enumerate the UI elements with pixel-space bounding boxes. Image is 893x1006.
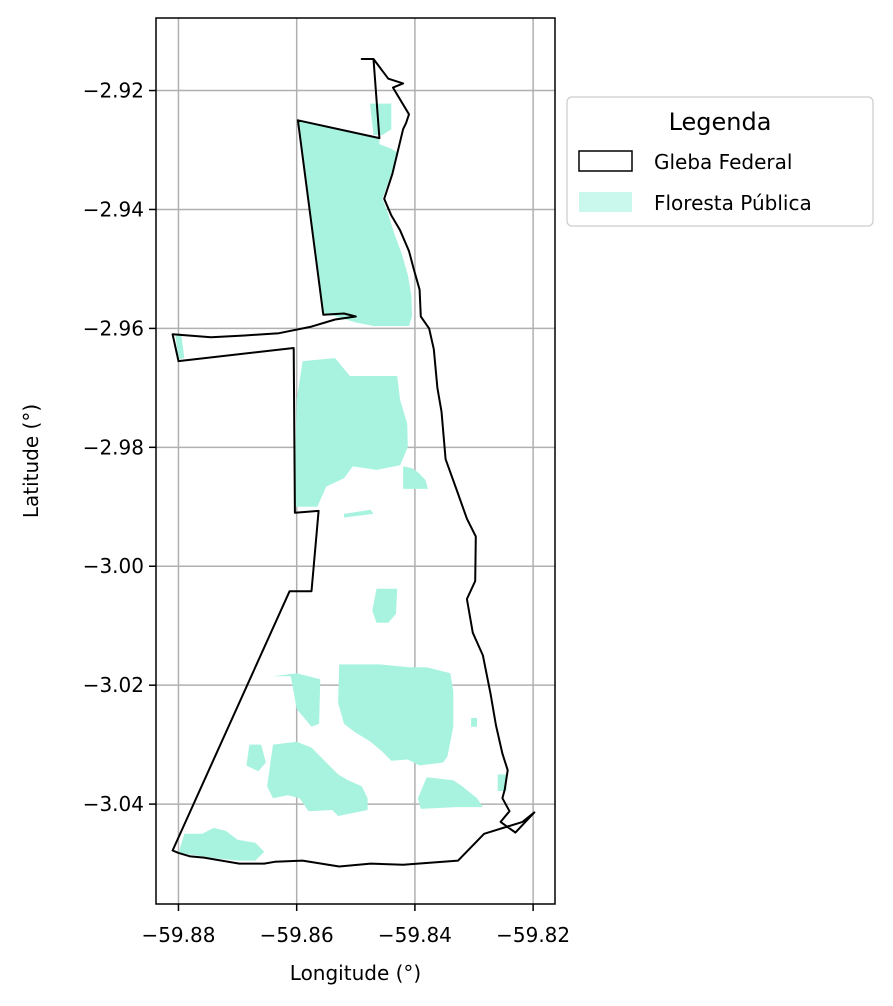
x-tick-label: −59.82 bbox=[496, 923, 570, 947]
y-tick-label: −3.02 bbox=[83, 673, 144, 697]
legend-label-floresta-publica: Floresta Pública bbox=[654, 191, 812, 215]
floresta-publica-patch bbox=[338, 664, 454, 766]
legend-label-gleba-federal: Gleba Federal bbox=[654, 150, 792, 174]
x-axis-label: Longitude (°) bbox=[290, 961, 421, 985]
gleba-federal-layer bbox=[171, 58, 536, 868]
floresta-publica-layer bbox=[175, 103, 507, 861]
legend-swatch-gleba-federal bbox=[578, 150, 633, 172]
y-tick-label: −3.04 bbox=[83, 792, 144, 816]
y-axis-label: Latitude (°) bbox=[19, 404, 43, 518]
gleba-federal-boundary bbox=[171, 58, 536, 868]
floresta-publica-patch bbox=[403, 466, 428, 489]
y-tick-label: −2.98 bbox=[83, 435, 144, 459]
floresta-publica-patch bbox=[297, 120, 412, 326]
legend-title: Legenda bbox=[669, 108, 772, 136]
floresta-publica-patch bbox=[175, 335, 185, 360]
y-tick-label: −2.94 bbox=[83, 197, 144, 221]
floresta-publica-patch bbox=[267, 741, 368, 816]
floresta-publica-patch bbox=[273, 673, 321, 727]
y-tick-label: −2.92 bbox=[83, 79, 144, 103]
floresta-publica-patch bbox=[344, 509, 374, 518]
legend: Legenda Gleba Federal Floresta Pública bbox=[566, 96, 874, 227]
axes-frame bbox=[155, 17, 556, 905]
floresta-publica-patch bbox=[471, 717, 477, 727]
legend-frame bbox=[566, 96, 874, 227]
legend-swatch-floresta-publica bbox=[579, 192, 632, 212]
floresta-publica-patch bbox=[372, 588, 398, 623]
y-tick-label: −3.00 bbox=[83, 554, 144, 578]
x-tick-label: −59.86 bbox=[260, 923, 334, 947]
floresta-publica-patch bbox=[295, 358, 408, 507]
x-tick-label: −59.88 bbox=[141, 923, 215, 947]
floresta-publica-patch bbox=[178, 827, 265, 861]
axis-ticks: −59.88 −59.86 −59.84 −59.82 −2.92 −2.94 −2.96 −… bbox=[83, 79, 570, 947]
floresta-publica-patch bbox=[417, 777, 483, 809]
y-tick-label: −2.96 bbox=[83, 316, 144, 340]
x-tick-label: −59.84 bbox=[378, 923, 452, 947]
floresta-publica-patch bbox=[246, 744, 266, 772]
floresta-publica-patch bbox=[370, 103, 392, 136]
